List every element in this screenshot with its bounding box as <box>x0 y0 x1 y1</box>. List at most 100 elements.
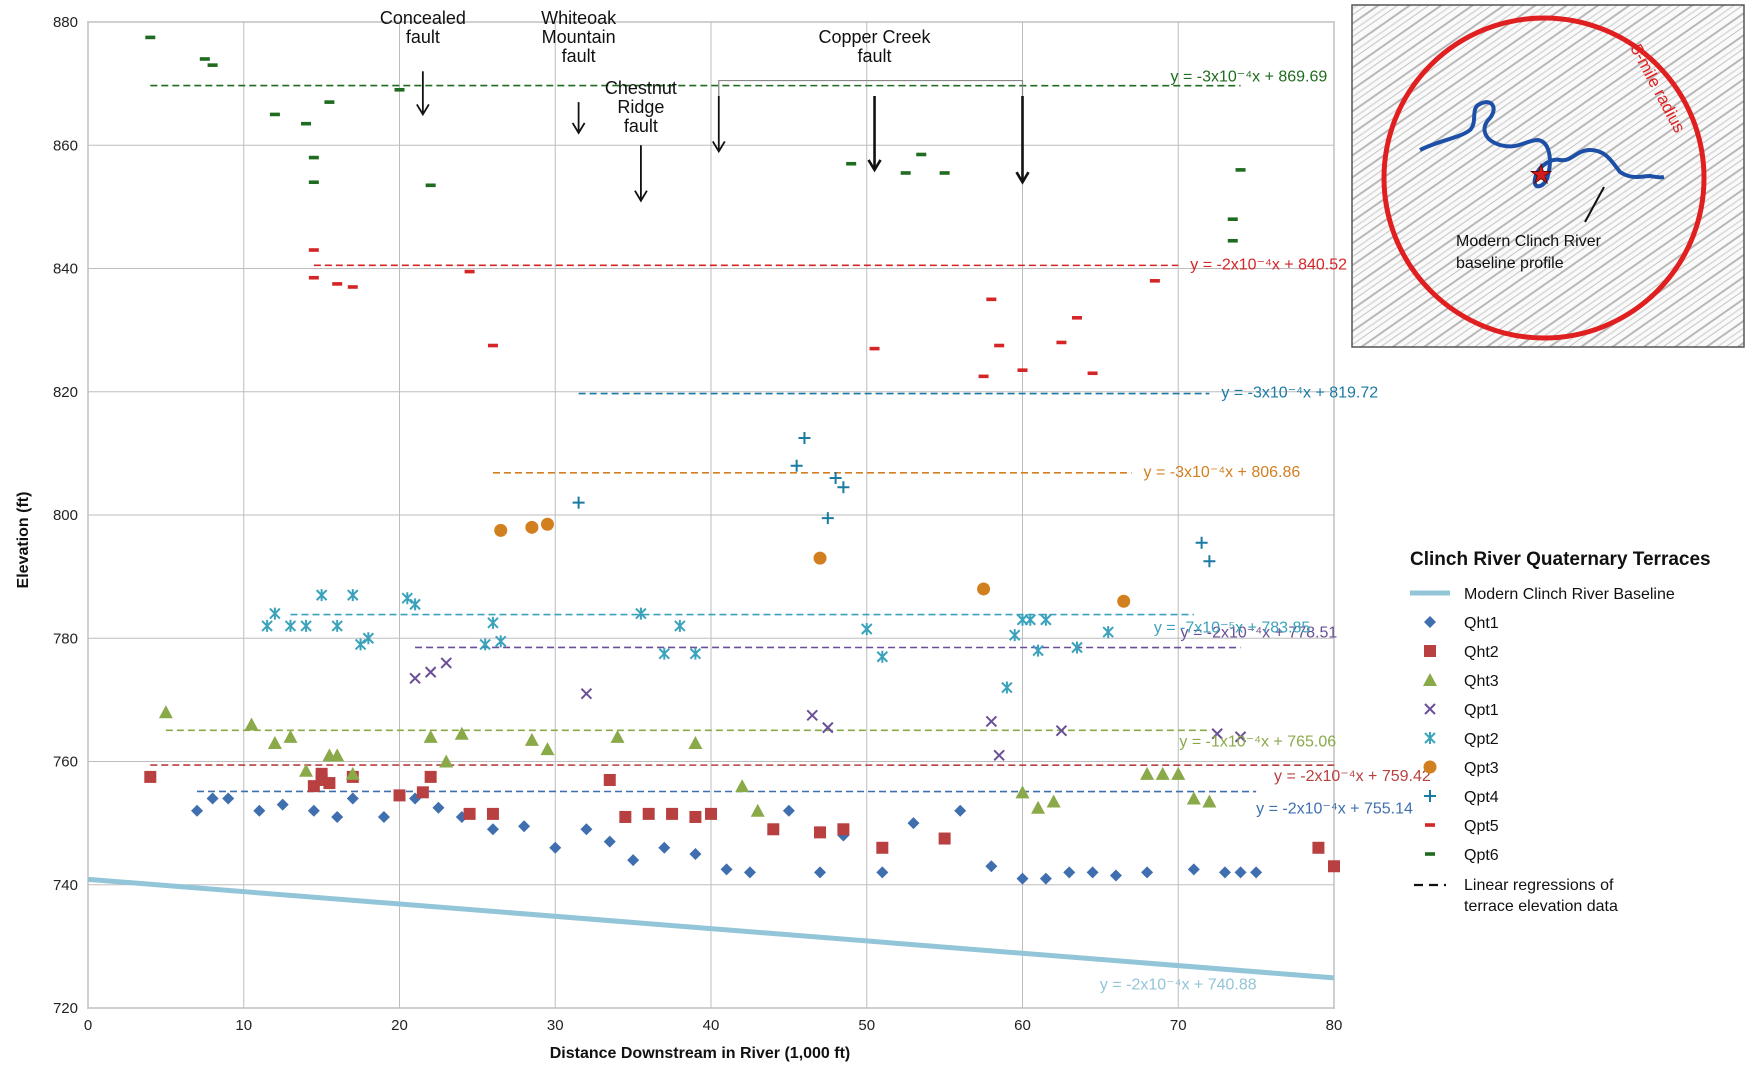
point-qpt2 <box>1071 641 1083 654</box>
legend-swatch-qpt3 <box>1423 760 1437 774</box>
arrow-concealed-fault-head <box>416 103 430 117</box>
point-qpt1 <box>993 749 1005 762</box>
radius-circle <box>1381 15 1707 341</box>
point-qht3 <box>267 736 282 750</box>
point-qht1 <box>1039 872 1052 885</box>
point-qht3 <box>750 803 765 817</box>
point-qht1 <box>814 866 827 879</box>
regression-lines <box>150 84 1335 793</box>
point-qht1 <box>907 817 920 830</box>
series-qht3 <box>158 705 1217 817</box>
fault-label-whiteoak: Mountain <box>542 27 616 47</box>
point-qht2 <box>603 773 616 786</box>
point-qpt6 <box>425 183 436 188</box>
equation-qpt3: y = -3x10⁻⁴x + 806.86 <box>1144 464 1301 481</box>
legend-label-qpt6: Qpt6 <box>1464 847 1499 864</box>
point-qpt2 <box>487 616 499 629</box>
point-qht2 <box>416 786 429 799</box>
point-qpt6 <box>900 171 911 175</box>
point-qht3 <box>299 763 314 777</box>
fault-label-concealed: Concealed <box>380 8 466 28</box>
point-qht3 <box>735 779 750 793</box>
series-qht1 <box>191 792 1263 885</box>
point-qpt2 <box>635 607 647 620</box>
legend-swatch-qpt6 <box>1425 852 1435 856</box>
point-qht1 <box>1234 866 1247 879</box>
legend-swatch-qpt2 <box>1424 732 1436 744</box>
point-qht1 <box>627 854 640 867</box>
point-qht3 <box>244 717 259 731</box>
point-qpt2 <box>861 623 873 636</box>
point-qht1 <box>689 847 702 860</box>
point-qht1 <box>1063 866 1076 879</box>
x-tick-label: 50 <box>858 1017 875 1034</box>
equation-qpt5: y = -2x10⁻⁴x + 840.52 <box>1190 256 1347 273</box>
point-qpt6 <box>394 87 405 92</box>
point-qht3 <box>524 732 539 746</box>
point-qht1 <box>1187 863 1200 876</box>
arrow-copper-creek-2-head <box>1015 171 1030 185</box>
point-qht2 <box>323 777 336 790</box>
legend-swatch-qht3 <box>1423 673 1437 686</box>
equation-qht1: y = -2x10⁻⁴x + 755.14 <box>1256 801 1413 818</box>
legend-swatch-qpt5 <box>1425 823 1435 827</box>
point-qht1 <box>1250 866 1263 879</box>
point-qht1 <box>1109 869 1122 882</box>
point-qpt6 <box>916 152 927 157</box>
point-qht3 <box>1202 794 1217 808</box>
copper-creek-bracket <box>718 79 1024 96</box>
y-tick-label: 880 <box>53 14 78 31</box>
point-qht1 <box>954 804 967 817</box>
point-qpt6 <box>308 155 319 160</box>
point-qpt3 <box>540 517 554 531</box>
legend-label-regression-2: terrace elevation data <box>1464 898 1618 915</box>
point-qht2 <box>393 789 406 802</box>
point-qpt1 <box>1211 728 1223 740</box>
point-qpt5 <box>332 282 343 286</box>
legend-label-qpt2: Qpt2 <box>1464 731 1499 748</box>
point-qht2 <box>666 807 679 820</box>
point-qpt5 <box>308 248 319 252</box>
point-qht1 <box>346 792 359 805</box>
point-qpt2 <box>401 592 413 605</box>
legend-swatch-qpt1 <box>1424 703 1436 715</box>
series-qht2 <box>144 767 1340 873</box>
point-qht1 <box>1016 872 1029 885</box>
point-qht1 <box>549 841 562 854</box>
point-qht1 <box>1086 866 1099 879</box>
legend: Clinch River Quaternary Terraces Modern … <box>1410 549 1711 915</box>
legend-label-qpt1: Qpt1 <box>1464 702 1499 719</box>
point-qht2 <box>705 807 717 820</box>
grid-lines <box>87 21 1335 1009</box>
point-qht1 <box>985 860 998 873</box>
point-qht3 <box>345 766 360 780</box>
x-tick-label: 70 <box>1170 1017 1187 1034</box>
legend-swatch-qht1 <box>1424 616 1436 628</box>
point-qht3 <box>1046 794 1061 808</box>
point-qpt1 <box>1055 724 1068 737</box>
point-qht3 <box>439 754 454 768</box>
equation-qpt4: y = -3x10⁻⁴x + 819.72 <box>1221 385 1378 402</box>
point-qht3 <box>540 742 555 756</box>
legend-label-qpt5: Qpt5 <box>1464 818 1499 835</box>
point-qpt1 <box>424 666 437 678</box>
point-qpt6 <box>301 121 312 126</box>
point-qpt5 <box>994 343 1005 348</box>
point-qht3 <box>454 726 469 740</box>
point-qht2 <box>424 770 437 783</box>
point-qht1 <box>743 866 756 879</box>
point-qht2 <box>486 807 499 820</box>
x-axis-title: Distance Downstream in River (1,000 ft) <box>550 1045 851 1062</box>
point-qpt6 <box>199 57 210 61</box>
point-qht1 <box>222 792 235 805</box>
y-tick-label: 800 <box>53 507 78 524</box>
river-path <box>1419 100 1665 189</box>
point-qpt5 <box>487 343 498 348</box>
point-qpt6 <box>308 180 319 185</box>
point-qht1 <box>432 801 445 814</box>
point-qpt2 <box>495 635 507 648</box>
fault-annotations: ConcealedfaultWhiteoakMountainfaultChest… <box>380 8 1030 203</box>
point-qpt2 <box>347 589 359 602</box>
point-qpt1 <box>580 688 593 700</box>
equation-labels: y = -2x10⁻⁴x + 740.88 y = -2x10⁻⁴x + 755.… <box>1100 69 1431 994</box>
